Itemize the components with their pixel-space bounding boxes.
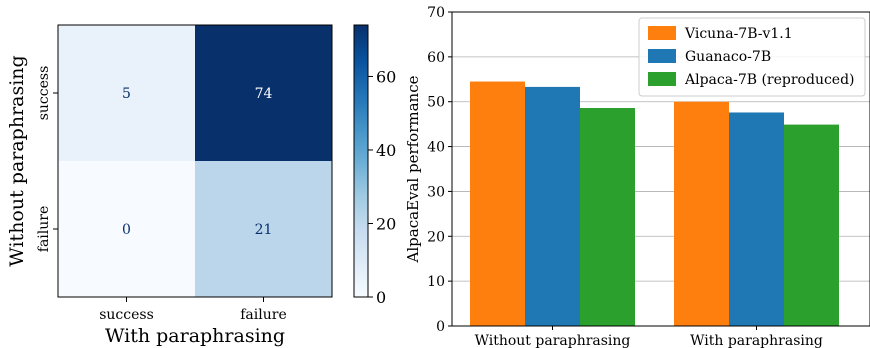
heatmap-x-label: With paraphrasing: [105, 325, 285, 347]
bar-x-tick-label: Without paraphrasing: [475, 333, 631, 348]
bar-y-tick-label: 30: [427, 184, 445, 200]
heatmap-y-tick-label: failure: [36, 206, 52, 252]
legend-swatch: [648, 26, 676, 40]
colorbar-gradient: [354, 25, 368, 297]
heatmap-cell-1-1: [195, 161, 333, 298]
colorbar-tick-label: 20: [376, 214, 396, 233]
heatmap-x-ticks: success failure: [99, 297, 287, 323]
heatmap-cells: 5 74 0 21: [58, 25, 333, 298]
heatmap-frame: [57, 24, 333, 298]
heatmap-cell-label: 5: [122, 86, 131, 102]
bar-y-tick-label: 10: [427, 274, 445, 290]
bar-1-2: [784, 124, 839, 326]
legend-box: [638, 17, 866, 97]
bar-1-0: [674, 101, 729, 326]
bar-0-1: [525, 86, 580, 326]
bar-y-tick-label: 40: [427, 140, 445, 156]
bar-y-tick-label: 70: [427, 5, 445, 21]
legend-label: Guanaco-7B: [685, 49, 771, 65]
bar-x-tick-label: With paraphrasing: [690, 333, 823, 348]
heatmap-x-tick-label: success: [99, 307, 154, 323]
legend: Vicuna-7B-v1.1 Guanaco-7B Alpaca-7B (repro…: [638, 17, 866, 97]
colorbar-tick-label: 0: [376, 288, 386, 307]
bar-x-ticks: Without paraphrasing With paraphrasing: [475, 326, 823, 348]
legend-label: Vicuna-7B-v1.1: [684, 26, 793, 42]
heatmap-cell-label: 21: [255, 222, 273, 238]
colorbar-frame: [353, 24, 369, 298]
bar-axes-frame: [451, 11, 870, 327]
bar-y-label: AlpacaEval performance: [404, 75, 422, 263]
bar-y-tick-label: 60: [427, 50, 445, 66]
heatmap-cell-1-0: [58, 161, 196, 298]
bar-series: [470, 81, 839, 327]
bar-0-0: [470, 81, 525, 327]
bar-y-ticks: 0 10 20 30 40 50 60 70: [427, 5, 452, 335]
heatmap-cell-0-0: [58, 25, 196, 162]
confusion-matrix-panel: 5 74 0 21 success failure success failure Wit…: [6, 24, 396, 347]
legend-label: Alpaca-7B (reproduced): [684, 72, 855, 88]
colorbar-tick-label: 40: [376, 141, 396, 160]
heatmap-x-tick-label: failure: [240, 307, 286, 323]
bar-1-1: [729, 112, 784, 326]
heatmap-y-ticks: success failure: [36, 66, 58, 252]
heatmap-cell-label: 74: [255, 86, 273, 102]
heatmap-cell-0-1: [195, 25, 333, 162]
bar-y-tick-label: 0: [436, 319, 445, 335]
colorbar-ticks: 0 20 40 60: [368, 67, 396, 307]
bar-y-tick-label: 20: [427, 229, 445, 245]
heatmap-y-tick-label: success: [36, 66, 52, 121]
colorbar-tick-label: 60: [376, 67, 396, 86]
bar-0-2: [580, 107, 635, 326]
heatmap-y-label: Without paraphrasing: [6, 55, 28, 266]
legend-swatch: [648, 49, 676, 63]
heatmap-cell-label: 0: [122, 222, 131, 238]
bar-y-tick-label: 50: [427, 95, 445, 111]
legend-swatch: [648, 72, 676, 86]
